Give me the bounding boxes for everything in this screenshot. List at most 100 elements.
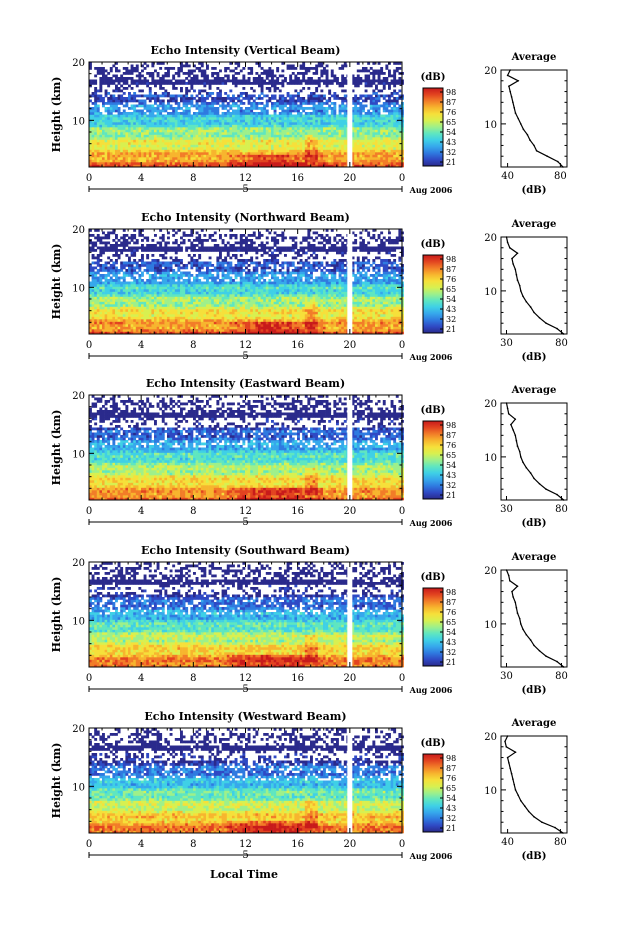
heatmap-cell bbox=[133, 329, 137, 332]
heatmap-cell bbox=[200, 157, 204, 160]
heatmap-cell bbox=[96, 326, 100, 330]
heatmap-cell bbox=[354, 139, 358, 143]
heatmap-cell bbox=[351, 97, 355, 100]
heatmap-cell bbox=[211, 147, 215, 150]
heatmap-cell bbox=[323, 157, 326, 160]
heatmap-cell bbox=[268, 122, 272, 125]
heatmap-cell bbox=[182, 149, 186, 153]
heatmap-cell bbox=[213, 164, 217, 168]
heatmap-cell bbox=[289, 64, 293, 68]
heatmap-cell bbox=[328, 104, 332, 108]
heatmap-cell bbox=[382, 82, 386, 85]
heatmap-cell bbox=[315, 157, 319, 160]
heatmap-cell bbox=[359, 97, 363, 100]
heatmap-cell bbox=[252, 154, 256, 158]
heatmap-cell bbox=[169, 319, 173, 322]
heatmap-cell bbox=[169, 144, 173, 148]
heatmap-cell bbox=[117, 159, 121, 163]
heatmap-cell bbox=[395, 117, 399, 120]
heatmap-cell bbox=[242, 162, 246, 165]
heatmap-cell bbox=[89, 62, 92, 65]
heatmap-cell bbox=[362, 152, 365, 155]
heatmap-cell bbox=[382, 132, 386, 135]
heatmap-cell bbox=[104, 82, 108, 85]
heatmap-cell bbox=[226, 154, 230, 158]
heatmap-cell bbox=[395, 154, 399, 158]
heatmap-cell bbox=[263, 124, 267, 128]
heatmap-cell bbox=[385, 157, 389, 160]
heatmap-cell bbox=[247, 147, 251, 150]
heatmap-cell bbox=[382, 109, 386, 113]
heatmap-cell bbox=[312, 119, 316, 123]
heatmap-cell bbox=[268, 87, 272, 90]
heatmap-cell bbox=[148, 107, 152, 110]
heatmap-cell bbox=[164, 164, 168, 168]
heatmap-cell bbox=[328, 159, 332, 163]
heatmap-cell bbox=[278, 157, 282, 160]
heatmap-cell bbox=[221, 142, 225, 145]
heatmap-cell bbox=[219, 127, 222, 130]
heatmap-cell bbox=[393, 89, 397, 93]
heatmap-cell bbox=[239, 122, 243, 125]
heatmap-cell bbox=[239, 321, 243, 325]
heatmap-cell bbox=[323, 331, 326, 335]
heatmap-cell bbox=[338, 129, 342, 133]
heatmap-cell bbox=[164, 122, 168, 125]
heatmap-cell bbox=[278, 321, 282, 325]
heatmap-cell bbox=[382, 117, 386, 120]
heatmap-cell bbox=[229, 117, 233, 120]
heatmap-cell bbox=[320, 149, 324, 153]
heatmap-cell bbox=[232, 122, 235, 125]
heatmap-cell bbox=[177, 164, 181, 168]
heatmap-cell bbox=[141, 137, 144, 140]
heatmap-cell bbox=[364, 316, 368, 320]
heatmap-cell bbox=[367, 162, 371, 165]
heatmap-cell bbox=[369, 129, 373, 133]
heatmap-cell bbox=[242, 114, 246, 118]
heatmap-cell bbox=[385, 139, 389, 143]
heatmap-cell bbox=[380, 79, 384, 83]
heatmap-cell bbox=[291, 119, 295, 123]
heatmap-cell bbox=[299, 319, 303, 322]
heatmap-cell bbox=[154, 134, 157, 138]
heatmap-cell bbox=[91, 149, 95, 153]
heatmap-cell bbox=[310, 134, 313, 138]
heatmap-cell bbox=[91, 109, 95, 113]
heatmap-cell bbox=[169, 127, 173, 130]
heatmap-cell bbox=[226, 122, 230, 125]
heatmap-cell bbox=[398, 89, 402, 93]
heatmap-cell bbox=[130, 124, 134, 128]
heatmap-cell bbox=[247, 154, 251, 158]
heatmap-cell bbox=[164, 89, 168, 93]
heatmap-cell bbox=[164, 127, 168, 130]
heatmap-cell bbox=[135, 319, 139, 322]
heatmap-cell bbox=[312, 94, 316, 98]
heatmap-cell bbox=[193, 162, 196, 165]
heatmap-cell bbox=[216, 102, 220, 105]
heatmap-cell bbox=[367, 74, 371, 78]
heatmap-cell bbox=[167, 329, 170, 332]
heatmap-cell bbox=[224, 321, 228, 325]
heatmap-cell bbox=[102, 152, 105, 155]
heatmap-cell bbox=[200, 112, 204, 115]
heatmap-cell bbox=[393, 97, 397, 100]
heatmap-cell bbox=[143, 139, 147, 143]
heatmap-cell bbox=[206, 159, 209, 163]
heatmap-cell bbox=[299, 157, 303, 160]
heatmap-cell bbox=[380, 139, 384, 143]
heatmap-cell bbox=[333, 77, 337, 80]
heatmap-cell bbox=[252, 89, 256, 93]
heatmap-cell bbox=[239, 164, 243, 168]
heatmap-cell bbox=[198, 112, 202, 115]
heatmap-cell bbox=[354, 104, 358, 108]
heatmap-cell bbox=[375, 99, 378, 103]
heatmap-cell bbox=[206, 154, 209, 158]
heatmap-cell bbox=[312, 164, 316, 168]
heatmap-cell bbox=[159, 147, 163, 150]
heatmap-cell bbox=[234, 67, 238, 70]
heatmap-cell bbox=[284, 164, 287, 168]
heatmap-cell bbox=[294, 67, 298, 70]
heatmap-cell bbox=[385, 159, 389, 163]
heatmap-cell bbox=[219, 99, 222, 103]
heatmap-cell bbox=[180, 87, 183, 90]
